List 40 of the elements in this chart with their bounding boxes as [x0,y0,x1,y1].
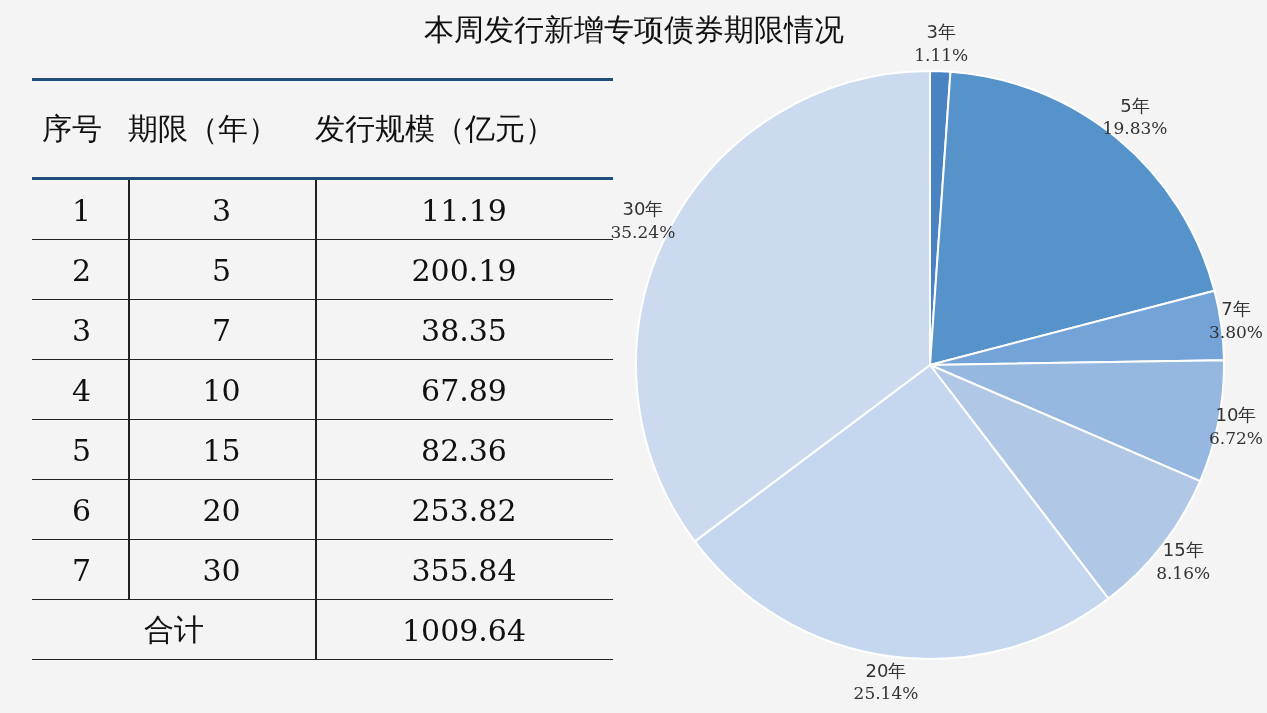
data-label: 8.16% [1156,562,1211,583]
y-tick-label: 7 [71,551,93,590]
slice-label: 5年 [1120,94,1150,116]
data-label: 82.36 [420,431,508,470]
y-tick-label: 6 [71,491,93,530]
data-label: 38.35 [420,311,508,350]
data-label: 19.83% [1102,118,1168,139]
slice-label: 15年 [1162,539,1204,561]
data-label: 3 [210,191,233,230]
data-label: 7 [210,311,233,350]
data-label: 6.72% [1208,427,1264,448]
data-label: 67.89 [420,371,508,410]
chart-title: 本周发行新增专项债券期限情况 [423,12,844,47]
y-tick-label: 3 [71,311,93,350]
slice-label: 7年 [1221,298,1251,320]
data-label: 1009.64 [400,611,528,650]
y-tick-label: 5 [71,431,93,470]
data-label: 15 [201,431,242,470]
x-tick-label: 发行规模（亿元） [315,109,556,148]
data-label: 20 [201,491,242,530]
slice-label: 30年 [622,198,664,220]
data-label: 253.82 [410,491,518,530]
data-label: 10 [201,371,242,410]
y-axis-title: 序号 [41,109,103,148]
data-label: 30 [201,551,242,590]
y-tick-label: 1 [71,191,93,230]
data-label: 5 [210,251,233,290]
slice-label: 20年 [865,659,907,681]
slice-label: 3年 [926,20,956,42]
y-tick-label: 合计 [142,610,205,649]
data-label: 200.19 [410,251,518,290]
x-tick-label: 期限（年） [128,109,279,148]
data-label: 25.14% [853,683,919,704]
y-tick-label: 2 [71,251,93,290]
slice-label: 10年 [1215,403,1257,425]
data-label: 355.84 [410,551,518,590]
data-label: 11.19 [421,192,507,228]
data-label: 1.11% [914,44,969,65]
y-tick-label: 4 [71,371,93,410]
data-label: 35.24% [610,221,676,242]
